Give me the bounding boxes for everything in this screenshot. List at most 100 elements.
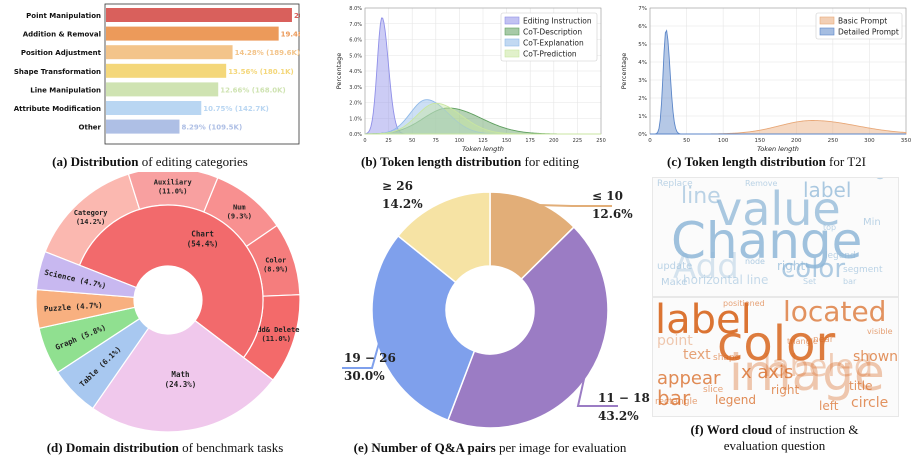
slice-value: 43.2% xyxy=(598,409,639,423)
y-tick-label: 0% xyxy=(638,132,647,138)
chart-a-editing-categories: Point Manipulation 20.98% (278.4K) Additio… xyxy=(14,3,300,145)
wordcloud-word: bar xyxy=(843,277,857,286)
wordcloud-word: legend xyxy=(715,393,756,407)
y-tick-label: 6.0% xyxy=(349,38,362,44)
outer-label: Color xyxy=(265,256,286,264)
donut-slice-2 xyxy=(371,234,476,422)
outer-label: Category xyxy=(74,209,109,217)
chart-e-qa-pairs-donut: ≤ 10 12.6% 11 − 18 43.2% 19 − 26 30.0% ≥ 26 14.… xyxy=(342,179,650,429)
x-tick-label: 250 xyxy=(828,138,839,144)
outer-value: (11.0%) xyxy=(261,335,291,343)
y-tick-label: 4% xyxy=(638,60,647,66)
bar-0 xyxy=(106,8,292,22)
density-series-3 xyxy=(364,102,601,135)
wordcloud-word: Set xyxy=(803,277,817,286)
x-tick-label: 175 xyxy=(525,138,535,144)
outer-label: Add& Delete xyxy=(253,326,299,334)
inner-label: Math xyxy=(171,370,189,379)
y-tick-label: 2.0% xyxy=(349,101,362,107)
wordcloud-word: bar xyxy=(657,386,691,410)
inner-label-group: Math(24.3%) xyxy=(165,370,197,389)
wordcloud-word: color xyxy=(781,254,846,284)
category-label: Addition & Removal xyxy=(23,31,101,39)
x-tick-label: 50 xyxy=(683,138,690,144)
chart-d-domain-sunburst: Category(14.2%)Auxiliary(11.0%)Num(9.3%)… xyxy=(35,172,301,433)
wordcloud-word: located xyxy=(783,297,887,328)
legend-label: Detailed Prompt xyxy=(838,28,899,37)
x-tick-label: 150 xyxy=(502,138,512,144)
x-tick-label: 0 xyxy=(363,138,366,144)
y-tick-label: 5% xyxy=(638,42,647,48)
x-tick-label: 50 xyxy=(409,138,415,144)
legend-swatch xyxy=(504,27,520,36)
inner-value: (24.3%) xyxy=(165,380,197,389)
wordcloud-word: left xyxy=(819,399,839,413)
data-label: 10.75% (142.7K) xyxy=(203,105,269,113)
inner-label: Puzzle (4.7%) xyxy=(44,301,103,314)
slice-value: 30.0% xyxy=(344,369,385,383)
bar-3 xyxy=(106,63,227,78)
wordcloud-word: shape xyxy=(713,353,741,363)
leader-line xyxy=(342,339,381,369)
category-label: Other xyxy=(79,124,102,132)
x-tick-label: 100 xyxy=(455,138,465,144)
wordcloud-word: image xyxy=(729,344,885,402)
wordcloud-word: line xyxy=(681,184,721,209)
donut-slice-3 xyxy=(397,191,491,284)
y-axis-label: Percentage xyxy=(620,53,628,90)
y-tick-label: 1% xyxy=(638,114,647,120)
wordcloud-word: right xyxy=(771,383,800,397)
outer-value: (9.3%) xyxy=(227,213,252,221)
outer-label: Auxiliary xyxy=(154,179,193,187)
leader-line xyxy=(576,372,618,407)
wordcloud-word: positioned xyxy=(723,299,765,308)
slice-label: ≥ 26 xyxy=(382,179,413,193)
outer-value: (8.9%) xyxy=(263,265,288,273)
wordcloud-word: horizontal line xyxy=(683,273,769,287)
y-tick-label: 4.0% xyxy=(349,69,362,75)
x-axis-label: Token length xyxy=(757,145,799,153)
bar-2 xyxy=(106,45,233,60)
legend-label: CoT-Description xyxy=(523,28,582,37)
wordcloud-word: label xyxy=(803,178,852,202)
wordcloud-word: segment xyxy=(843,265,883,275)
wordcloud-word: legend xyxy=(825,251,856,261)
data-label: 20.98% (278.4K) xyxy=(294,12,300,20)
caption-f: (f) Word cloud of instruction & evaluatio… xyxy=(690,422,859,453)
plot-frame xyxy=(104,3,300,145)
caption-d: (d) Domain distribution of benchmark tas… xyxy=(46,440,284,455)
wordcloud-word: label xyxy=(655,297,752,343)
y-tick-label: 3.0% xyxy=(349,85,362,91)
slice-label: 11 − 18 xyxy=(598,391,650,405)
outer-value: (14.2%) xyxy=(76,218,106,226)
wordcloud-word: visible xyxy=(867,327,893,336)
y-tick-label: 0.0% xyxy=(349,132,362,138)
wordcloud-word: labeled xyxy=(763,349,874,384)
inner-label-group: Chart(54.4%) xyxy=(187,230,219,249)
caption-b: (b) Token length distribution for editin… xyxy=(360,154,580,169)
category-label: Point Manipulation xyxy=(26,12,101,20)
wordcloud-word: text xyxy=(683,347,711,363)
inner-label-group: Puzzle (4.7%) xyxy=(44,301,103,314)
y-tick-label: 1.0% xyxy=(349,116,362,122)
slice-value: 14.2% xyxy=(382,197,423,211)
wordcloud-word: x axis xyxy=(741,362,794,383)
legend-swatch xyxy=(504,16,520,25)
x-tick-label: 200 xyxy=(791,138,802,144)
x-tick-label: 25 xyxy=(385,138,391,144)
caption-c: (c) Token length distribution for T2I xyxy=(666,154,866,169)
wordcloud-word: update xyxy=(657,261,693,272)
density-series-0 xyxy=(650,120,907,135)
wordcloud-word: Remove xyxy=(745,179,778,188)
legend-swatch xyxy=(819,16,835,25)
category-label: Shape Transformation xyxy=(14,68,101,76)
y-tick-label: 3% xyxy=(638,78,647,84)
x-tick-label: 300 xyxy=(864,138,875,144)
category-label: Position Adjustment xyxy=(21,49,102,57)
center-hole xyxy=(134,266,202,334)
inner-value: (54.4%) xyxy=(187,240,219,249)
x-axis-label: Token length xyxy=(462,145,504,153)
density-series-1 xyxy=(650,29,906,135)
x-tick-label: 0 xyxy=(648,138,652,144)
wordcloud-word: color xyxy=(717,316,836,372)
